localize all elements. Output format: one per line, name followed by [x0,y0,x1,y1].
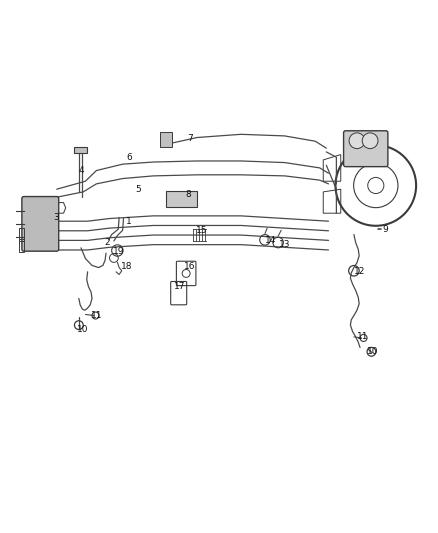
Text: 18: 18 [121,262,133,271]
Bar [18,239,24,252]
Circle shape [349,133,365,149]
Text: 11: 11 [91,311,102,320]
Text: 17: 17 [174,282,185,291]
Text: 11: 11 [357,333,368,341]
Text: 14: 14 [265,237,276,245]
Text: 19: 19 [113,247,125,256]
Text: 4: 4 [78,166,84,175]
Text: 5: 5 [135,185,141,193]
Text: 3: 3 [53,213,59,222]
Text: 6: 6 [126,153,132,161]
Circle shape [362,133,378,149]
FancyBboxPatch shape [343,131,388,167]
Text: 10: 10 [77,325,88,334]
Text: 7: 7 [187,134,194,143]
Text: 13: 13 [279,240,290,248]
Text: 8: 8 [185,190,191,199]
FancyBboxPatch shape [22,197,59,251]
Text: 12: 12 [353,268,365,276]
Bar [160,132,172,147]
Bar [166,191,197,207]
Text: 15: 15 [196,226,207,235]
Text: 9: 9 [382,225,389,233]
Text: 10: 10 [367,348,379,356]
Text: 1: 1 [126,217,132,225]
Bar [18,228,24,241]
Bar [74,147,87,153]
Text: 2: 2 [105,238,110,247]
Text: 16: 16 [184,262,195,271]
